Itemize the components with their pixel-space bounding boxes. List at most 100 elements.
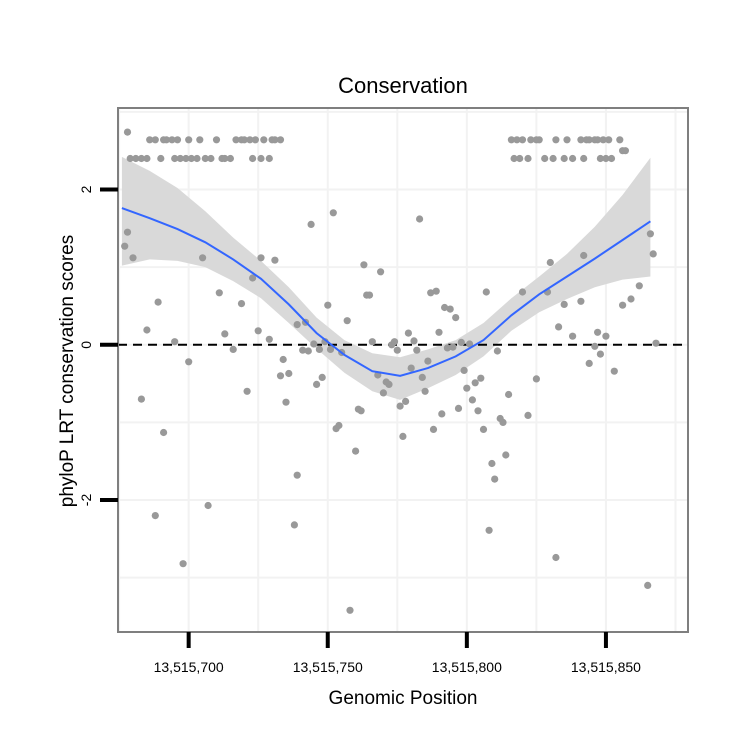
data-point: [399, 432, 407, 440]
data-point: [343, 317, 351, 325]
data-point: [418, 373, 426, 381]
data-point: [560, 300, 568, 308]
data-point: [594, 328, 602, 336]
data-point: [505, 390, 513, 399]
data-point: [285, 369, 293, 378]
data-point: [271, 136, 279, 144]
data-point: [126, 154, 134, 163]
data-point: [307, 220, 315, 228]
data-point: [237, 300, 246, 308]
data-point: [410, 337, 418, 345]
data-point: [271, 256, 279, 264]
data-point: [123, 128, 132, 136]
data-point: [535, 136, 543, 144]
x-axis: 13,515,700 13,515,750 13,515,800 13,515,850: [154, 632, 641, 675]
data-point: [457, 338, 465, 346]
data-point: [360, 261, 368, 269]
x-tick-label: 13,515,800: [432, 659, 502, 675]
data-point: [226, 154, 234, 163]
data-point: [652, 339, 660, 347]
chart-title: Conservation: [338, 73, 468, 98]
data-point: [524, 154, 532, 163]
data-point: [580, 251, 588, 260]
data-point: [507, 136, 515, 144]
data-point: [187, 154, 195, 163]
data-point: [635, 282, 643, 290]
grid-lines: [118, 108, 688, 632]
data-point: [257, 254, 265, 262]
data-point: [518, 136, 527, 144]
data-point: [365, 291, 374, 299]
data-point: [627, 295, 635, 303]
data-point: [563, 136, 571, 144]
data-point: [413, 346, 421, 354]
data-point: [407, 364, 415, 372]
data-point: [260, 136, 268, 144]
smooth-trend-line: [121, 207, 651, 377]
data-point: [552, 136, 560, 144]
data-point: [162, 136, 170, 144]
data-point: [212, 136, 221, 144]
data-point: [318, 373, 326, 381]
data-point: [438, 410, 446, 418]
data-point: [596, 154, 605, 163]
data-point: [466, 340, 474, 348]
data-point: [240, 136, 248, 144]
data-point: [151, 136, 159, 144]
data-point: [404, 329, 412, 337]
data-point: [493, 347, 501, 355]
data-point: [605, 136, 613, 144]
data-point: [513, 136, 521, 144]
data-point: [452, 314, 460, 322]
data-point: [335, 421, 343, 430]
data-point: [549, 154, 557, 163]
data-point: [610, 367, 618, 375]
data-point: [460, 366, 468, 374]
data-point: [560, 154, 568, 163]
data-point: [265, 335, 273, 343]
data-point: [502, 451, 510, 459]
data-point: [179, 560, 187, 568]
data-point: [176, 154, 184, 163]
data-point: [482, 288, 490, 296]
data-point: [249, 154, 257, 163]
data-point: [123, 228, 132, 236]
data-point: [443, 344, 451, 352]
y-tick-label: 0: [78, 341, 94, 349]
data-point: [424, 357, 432, 365]
data-point: [585, 136, 593, 144]
data-point: [580, 154, 588, 163]
x-axis-title: Genomic Position: [329, 688, 478, 709]
data-point: [585, 359, 593, 367]
data-point: [479, 425, 488, 433]
data-point: [471, 379, 479, 387]
data-point: [154, 298, 162, 306]
data-point: [596, 350, 605, 358]
data-point: [293, 321, 301, 329]
data-point: [132, 154, 140, 163]
data-point: [619, 301, 627, 309]
data-point: [435, 328, 443, 336]
data-point: [468, 396, 476, 404]
data-point: [644, 581, 652, 590]
data-point: [299, 346, 307, 354]
data-point: [251, 136, 259, 144]
data-point: [173, 136, 182, 144]
x-tick-label: 13,515,850: [571, 659, 641, 675]
data-point: [449, 343, 457, 351]
data-point: [516, 154, 524, 163]
data-point: [157, 154, 165, 163]
x-tick-label: 13,515,750: [293, 659, 363, 675]
data-point: [569, 332, 577, 340]
data-point: [402, 397, 410, 405]
data-point: [379, 389, 387, 397]
data-point: [207, 154, 215, 163]
data-point: [324, 301, 332, 309]
data-point: [485, 526, 493, 534]
data-point: [524, 411, 532, 419]
data-point: [246, 136, 254, 144]
y-tick-label: 2: [78, 185, 94, 193]
data-point: [591, 342, 599, 350]
data-point: [232, 136, 240, 144]
data-point: [293, 471, 301, 479]
